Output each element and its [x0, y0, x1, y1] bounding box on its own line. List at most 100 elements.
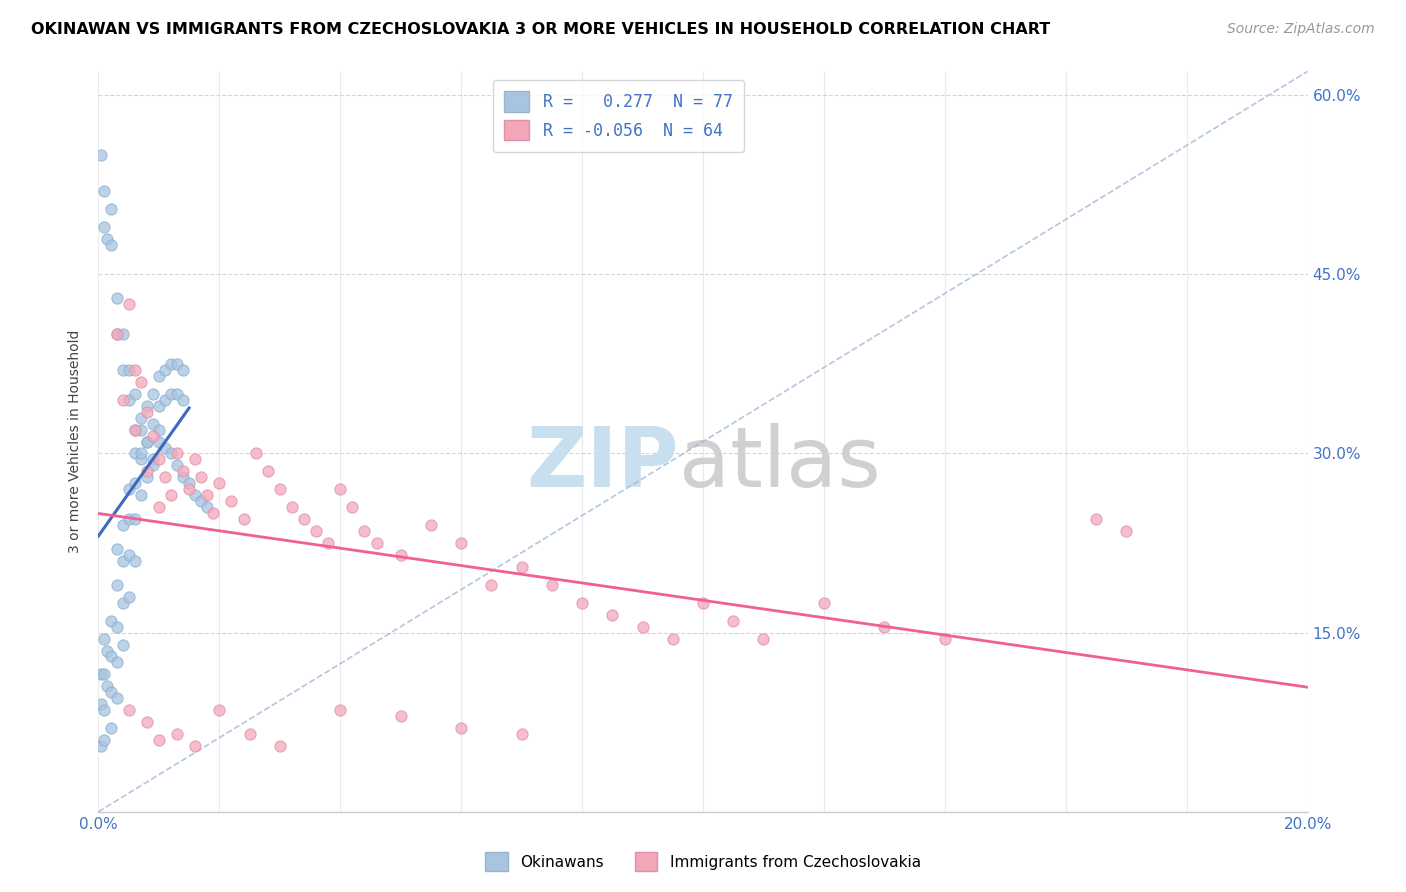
Legend: R =   0.277  N = 77, R = -0.056  N = 64: R = 0.277 N = 77, R = -0.056 N = 64: [492, 79, 744, 152]
Point: [571, 596, 593, 610]
Point: [129, 375, 152, 389]
Point: [118, 392, 141, 407]
Point: [166, 446, 188, 460]
Point: [100, 685, 122, 699]
Point: [111, 596, 134, 610]
Point: [305, 524, 328, 538]
Point: [342, 500, 364, 515]
Point: [190, 470, 212, 484]
Point: [661, 632, 683, 646]
Point: [142, 452, 165, 467]
Point: [353, 524, 375, 538]
Point: [540, 578, 562, 592]
Point: [329, 483, 352, 497]
Point: [208, 476, 231, 491]
Point: [90, 667, 112, 681]
Point: [111, 554, 134, 568]
Point: [179, 476, 201, 491]
Text: OKINAWAN VS IMMIGRANTS FROM CZECHOSLOVAKIA 3 OR MORE VEHICLES IN HOUSEHOLD CORRE: OKINAWAN VS IMMIGRANTS FROM CZECHOSLOVAK…: [31, 22, 1050, 37]
Point: [160, 488, 183, 502]
Point: [124, 423, 146, 437]
Point: [100, 721, 122, 735]
Point: [105, 578, 128, 592]
Point: [111, 638, 134, 652]
Y-axis label: 3 or more Vehicles in Household: 3 or more Vehicles in Household: [69, 330, 83, 553]
Text: ZIP: ZIP: [526, 423, 679, 504]
Point: [420, 518, 443, 533]
Point: [111, 518, 134, 533]
Point: [142, 428, 165, 442]
Point: [118, 297, 141, 311]
Point: [752, 632, 775, 646]
Point: [1115, 524, 1137, 538]
Point: [510, 560, 533, 574]
Point: [160, 386, 183, 401]
Point: [135, 464, 157, 478]
Point: [100, 202, 122, 216]
Point: [90, 148, 112, 162]
Point: [269, 483, 291, 497]
Point: [93, 219, 115, 234]
Point: [129, 452, 152, 467]
Point: [873, 619, 896, 633]
Text: atlas: atlas: [679, 423, 880, 504]
Point: [124, 363, 146, 377]
Point: [105, 656, 128, 670]
Point: [93, 703, 115, 717]
Point: [135, 434, 157, 449]
Point: [148, 368, 170, 383]
Point: [292, 512, 315, 526]
Point: [202, 506, 225, 520]
Point: [118, 483, 141, 497]
Point: [329, 703, 352, 717]
Point: [366, 536, 388, 550]
Point: [281, 500, 304, 515]
Point: [142, 458, 165, 473]
Point: [160, 357, 183, 371]
Point: [148, 733, 170, 747]
Point: [118, 590, 141, 604]
Point: [129, 446, 152, 460]
Point: [135, 405, 157, 419]
Point: [723, 614, 745, 628]
Point: [148, 399, 170, 413]
Point: [221, 494, 243, 508]
Point: [208, 703, 231, 717]
Point: [389, 709, 412, 723]
Point: [450, 536, 472, 550]
Point: [124, 554, 146, 568]
Point: [124, 386, 146, 401]
Point: [172, 470, 194, 484]
Point: [184, 452, 207, 467]
Point: [135, 470, 157, 484]
Point: [316, 536, 339, 550]
Point: [245, 446, 267, 460]
Point: [813, 596, 835, 610]
Point: [481, 578, 503, 592]
Point: [166, 386, 188, 401]
Point: [135, 399, 157, 413]
Point: [148, 452, 170, 467]
Point: [100, 237, 122, 252]
Point: [105, 327, 128, 342]
Point: [129, 488, 152, 502]
Point: [172, 363, 194, 377]
Point: [111, 392, 134, 407]
Point: [105, 619, 128, 633]
Point: [105, 327, 128, 342]
Point: [142, 386, 165, 401]
Point: [172, 464, 194, 478]
Point: [135, 715, 157, 730]
Point: [602, 607, 624, 622]
Point: [118, 548, 141, 562]
Point: [190, 494, 212, 508]
Legend: Okinawans, Immigrants from Czechoslovakia: Okinawans, Immigrants from Czechoslovaki…: [479, 847, 927, 877]
Point: [160, 446, 183, 460]
Text: Source: ZipAtlas.com: Source: ZipAtlas.com: [1227, 22, 1375, 37]
Point: [232, 512, 254, 526]
Point: [184, 488, 207, 502]
Point: [124, 512, 146, 526]
Point: [118, 512, 141, 526]
Point: [93, 667, 115, 681]
Point: [148, 423, 170, 437]
